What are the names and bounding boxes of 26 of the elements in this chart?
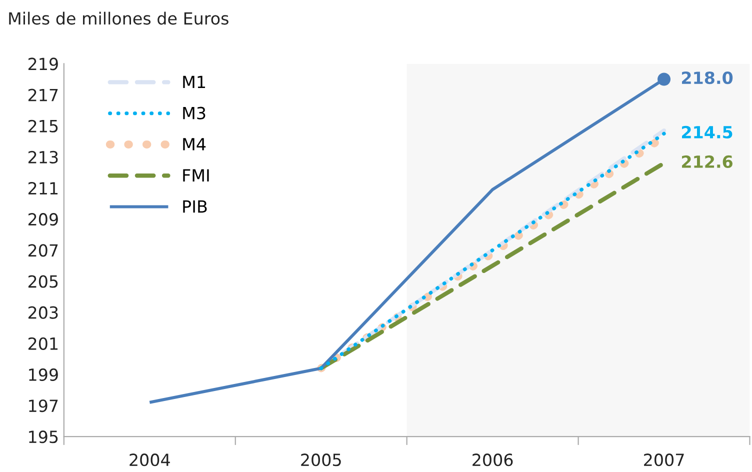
x-tick-label: 2005 bbox=[301, 454, 341, 466]
y-tick-label: 219 bbox=[28, 58, 58, 70]
x-tick-label: 2004 bbox=[130, 454, 170, 466]
y-axis-title: Miles de millones de Euros bbox=[9, 12, 228, 25]
legend-label: FMI bbox=[183, 169, 209, 182]
y-tick-label: 199 bbox=[29, 368, 58, 382]
x-tick-label: 2007 bbox=[644, 454, 684, 466]
y-tick-label: 203 bbox=[28, 306, 58, 319]
data-label: 214.5 bbox=[682, 126, 732, 138]
y-tick-label: 213 bbox=[28, 150, 58, 164]
data-label: 212.6 bbox=[682, 155, 733, 168]
x-tick-label: 2006 bbox=[472, 454, 513, 466]
y-tick-label: 195 bbox=[29, 430, 58, 444]
legend-label: M4 bbox=[183, 138, 206, 150]
legend-label: M3 bbox=[183, 106, 206, 120]
legend-label: M1 bbox=[183, 76, 205, 88]
y-tick-label: 197 bbox=[29, 399, 58, 412]
y-tick-label: 215 bbox=[28, 120, 58, 132]
y-tick-label: 211 bbox=[28, 182, 58, 194]
y-tick-label: 201 bbox=[28, 337, 58, 350]
y-tick-label: 217 bbox=[28, 88, 58, 102]
legend-label: PIB bbox=[183, 200, 207, 213]
y-tick-label: 205 bbox=[28, 275, 58, 288]
y-tick-label: 207 bbox=[28, 244, 58, 257]
y-tick-label: 209 bbox=[28, 213, 58, 226]
data-label: 218.0 bbox=[682, 71, 733, 84]
